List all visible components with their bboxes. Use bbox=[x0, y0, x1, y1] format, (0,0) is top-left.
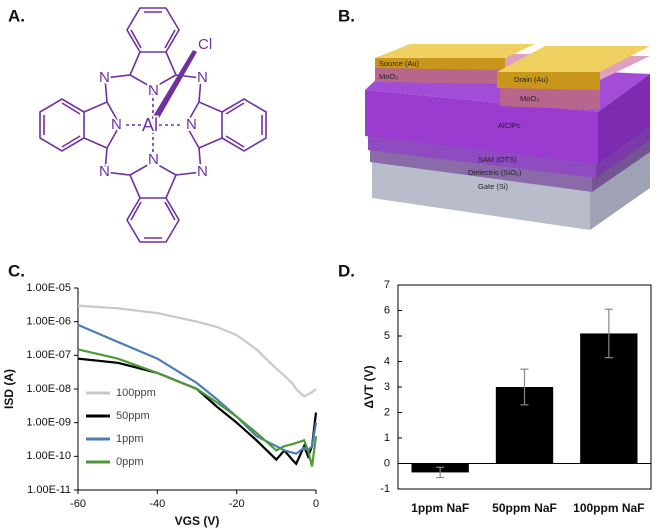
axial-atom: Cl bbox=[198, 36, 212, 53]
y-tick-label: 2 bbox=[384, 406, 390, 418]
legend-label: 100ppm bbox=[116, 387, 156, 399]
charts: C. 1.00E-11 1.00E-10 1.00E-09 1.00E-08 1.00E-… bbox=[2, 261, 652, 528]
x-tick-label: 50ppm NaF bbox=[492, 501, 557, 515]
y-tick-label: 5 bbox=[384, 330, 390, 342]
y-tick-label: -1 bbox=[380, 483, 390, 495]
panel-label: B. bbox=[338, 6, 355, 25]
layer-label: Gate (Si) bbox=[478, 182, 509, 191]
layer-label: Drain (Au) bbox=[514, 75, 549, 84]
layer-label: Dielectric (SiO₂) bbox=[468, 168, 522, 177]
atom: N bbox=[148, 82, 159, 99]
y-tick-label: 3 bbox=[384, 381, 390, 393]
y-tick-label: 0 bbox=[384, 457, 390, 469]
y-tick-label: 1.00E-07 bbox=[26, 349, 71, 361]
legend-label: 1ppm bbox=[116, 433, 144, 445]
metal-atom: Al bbox=[142, 115, 158, 135]
y-tick-label: 6 bbox=[384, 304, 390, 316]
y-tick-label: 7 bbox=[384, 279, 390, 291]
x-tick-label: -40 bbox=[149, 498, 165, 510]
x-tick-label: -20 bbox=[229, 498, 245, 510]
y-tick-label: 1.00E-06 bbox=[26, 316, 71, 328]
y-tick-label: 1.00E-11 bbox=[27, 484, 71, 496]
atom: N bbox=[186, 116, 197, 133]
atom: N bbox=[99, 163, 110, 180]
y-tick-label: 1 bbox=[384, 432, 390, 444]
x-tick-label: 0 bbox=[313, 498, 319, 510]
y-tick-label: 1.00E-10 bbox=[26, 450, 71, 462]
atom: N bbox=[99, 69, 110, 86]
legend-label: 0ppm bbox=[116, 456, 144, 468]
atom: N bbox=[148, 151, 159, 168]
series-line bbox=[77, 348, 318, 467]
layer-label: MoO₃ bbox=[520, 94, 539, 103]
x-tick-label: 100ppm NaF bbox=[573, 501, 644, 515]
x-tick-label: 1ppm NaF bbox=[411, 501, 469, 515]
series-line bbox=[77, 304, 317, 398]
layer-label: SAM (OTS) bbox=[478, 155, 517, 164]
atom: N bbox=[197, 163, 208, 180]
y-axis-label: ISD (A) bbox=[2, 369, 16, 409]
panel-label: C. bbox=[8, 261, 25, 280]
layer-label: MoO₃ bbox=[379, 72, 398, 81]
x-axis-label: VGS (V) bbox=[175, 514, 220, 528]
panel-label: D. bbox=[338, 261, 355, 280]
layer-label: Source (Au) bbox=[379, 59, 420, 68]
panel-label: A. bbox=[8, 6, 25, 25]
device-stack bbox=[365, 44, 650, 230]
legend-label: 50ppm bbox=[116, 410, 150, 422]
layer-label: AlClPc bbox=[498, 121, 521, 130]
y-tick-label: 1.00E-05 bbox=[26, 282, 71, 294]
atom: N bbox=[111, 116, 122, 133]
atom: N bbox=[197, 69, 208, 86]
y-tick-label: 1.00E-09 bbox=[26, 417, 71, 429]
molecule bbox=[39, 7, 267, 243]
y-axis-label: ΔVT (V) bbox=[362, 365, 376, 408]
y-tick-label: 1.00E-08 bbox=[26, 383, 71, 395]
x-tick-label: -60 bbox=[70, 498, 86, 510]
y-tick-label: 4 bbox=[384, 355, 390, 367]
